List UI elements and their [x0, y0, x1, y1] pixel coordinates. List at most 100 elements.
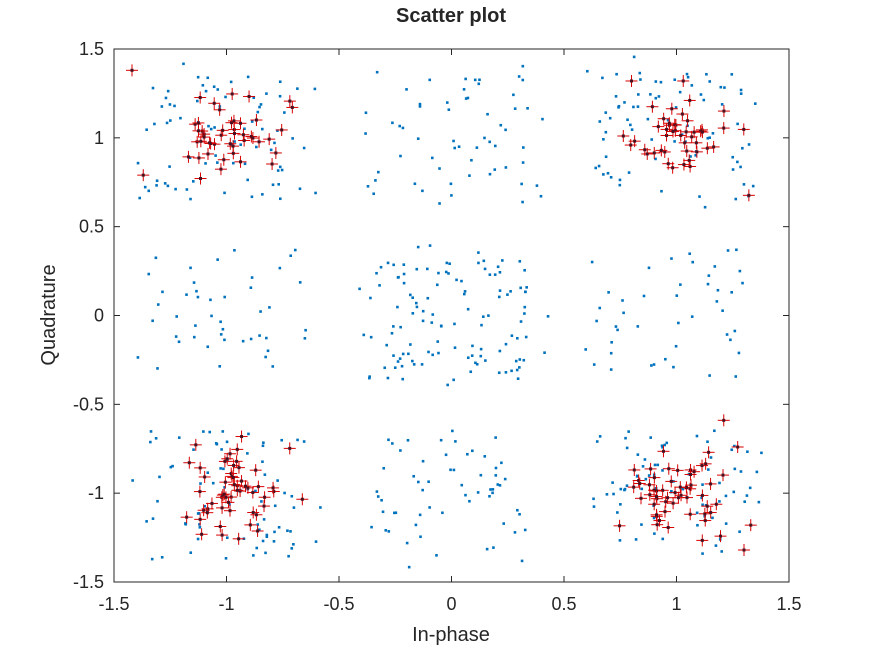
data-point	[584, 348, 587, 351]
data-point	[661, 469, 664, 472]
data-point	[262, 518, 266, 521]
plus-marker	[690, 136, 703, 149]
data-point	[199, 482, 202, 485]
x-tick-label: -1	[218, 594, 234, 614]
data-point	[430, 321, 434, 324]
data-point	[292, 506, 296, 509]
data-point	[665, 441, 669, 445]
data-point	[521, 78, 525, 82]
data-point	[498, 484, 502, 487]
data-point	[647, 474, 651, 477]
data-point	[653, 463, 657, 467]
data-point	[428, 78, 432, 82]
data-point	[615, 72, 618, 76]
data-point	[273, 504, 277, 508]
data-point	[204, 162, 207, 165]
data-point	[416, 137, 420, 140]
data-point	[711, 132, 715, 135]
data-point	[735, 248, 738, 252]
data-point	[642, 294, 646, 298]
data-point	[519, 286, 522, 290]
data-point	[302, 440, 306, 443]
data-point	[715, 300, 719, 303]
data-point	[632, 55, 636, 59]
plus-marker	[180, 511, 193, 524]
data-point	[518, 358, 522, 361]
data-point	[454, 440, 457, 443]
data-point	[401, 377, 405, 381]
data-point	[450, 194, 453, 197]
data-point	[398, 357, 402, 360]
data-point	[521, 200, 524, 204]
data-point	[494, 474, 498, 477]
data-point	[314, 540, 318, 543]
data-point	[701, 503, 704, 507]
data-point	[243, 127, 246, 131]
data-point	[439, 438, 443, 442]
data-point	[708, 374, 711, 377]
plus-marker	[225, 116, 238, 129]
data-point	[502, 522, 506, 525]
data-point	[526, 107, 529, 110]
data-point	[654, 80, 658, 83]
data-point	[738, 530, 741, 534]
data-point	[145, 520, 148, 523]
data-point	[156, 303, 160, 306]
data-point	[265, 336, 268, 340]
data-point	[283, 491, 286, 495]
plus-marker	[702, 446, 715, 459]
plus-marker	[681, 114, 694, 127]
data-point	[634, 538, 638, 541]
data-point	[607, 291, 610, 294]
plus-marker	[672, 491, 685, 504]
data-point	[198, 526, 202, 529]
data-point	[653, 532, 656, 535]
data-point	[488, 273, 492, 277]
data-point	[258, 528, 261, 532]
x-tick-label: -1.5	[98, 594, 129, 614]
data-point	[478, 78, 481, 82]
data-point	[695, 511, 699, 515]
plus-marker	[216, 124, 229, 137]
plus-marker	[652, 120, 665, 133]
data-point	[481, 315, 485, 318]
data-point	[734, 375, 738, 378]
data-point	[523, 305, 527, 309]
data-point	[207, 124, 210, 128]
data-point	[733, 444, 736, 448]
data-point	[405, 88, 408, 91]
data-point	[202, 430, 205, 433]
data-point	[276, 479, 279, 482]
data-point	[713, 429, 716, 433]
data-point	[493, 273, 497, 276]
data-point	[313, 87, 317, 91]
plus-marker	[198, 470, 211, 483]
data-point	[738, 269, 742, 273]
data-point	[399, 154, 402, 158]
data-point	[278, 197, 282, 201]
data-point	[220, 448, 223, 451]
data-point	[418, 513, 422, 517]
data-point	[477, 82, 481, 86]
data-point	[624, 436, 627, 440]
data-point	[254, 489, 257, 493]
data-point	[608, 116, 612, 120]
plus-marker	[701, 500, 714, 513]
data-point	[182, 62, 185, 66]
plus-marker	[250, 508, 263, 521]
plus-marker	[698, 507, 711, 520]
y-tick-label: -1.5	[73, 572, 104, 592]
plus-marker	[731, 440, 744, 453]
data-point	[278, 165, 282, 169]
plus-marker	[245, 130, 258, 143]
data-point	[411, 359, 414, 363]
data-point	[641, 465, 645, 468]
plus-marker	[659, 495, 672, 508]
data-point	[470, 158, 473, 162]
data-point	[719, 85, 723, 89]
data-point	[195, 289, 198, 293]
data-point	[499, 123, 503, 127]
data-point	[223, 486, 226, 489]
plus-marker	[234, 117, 247, 130]
